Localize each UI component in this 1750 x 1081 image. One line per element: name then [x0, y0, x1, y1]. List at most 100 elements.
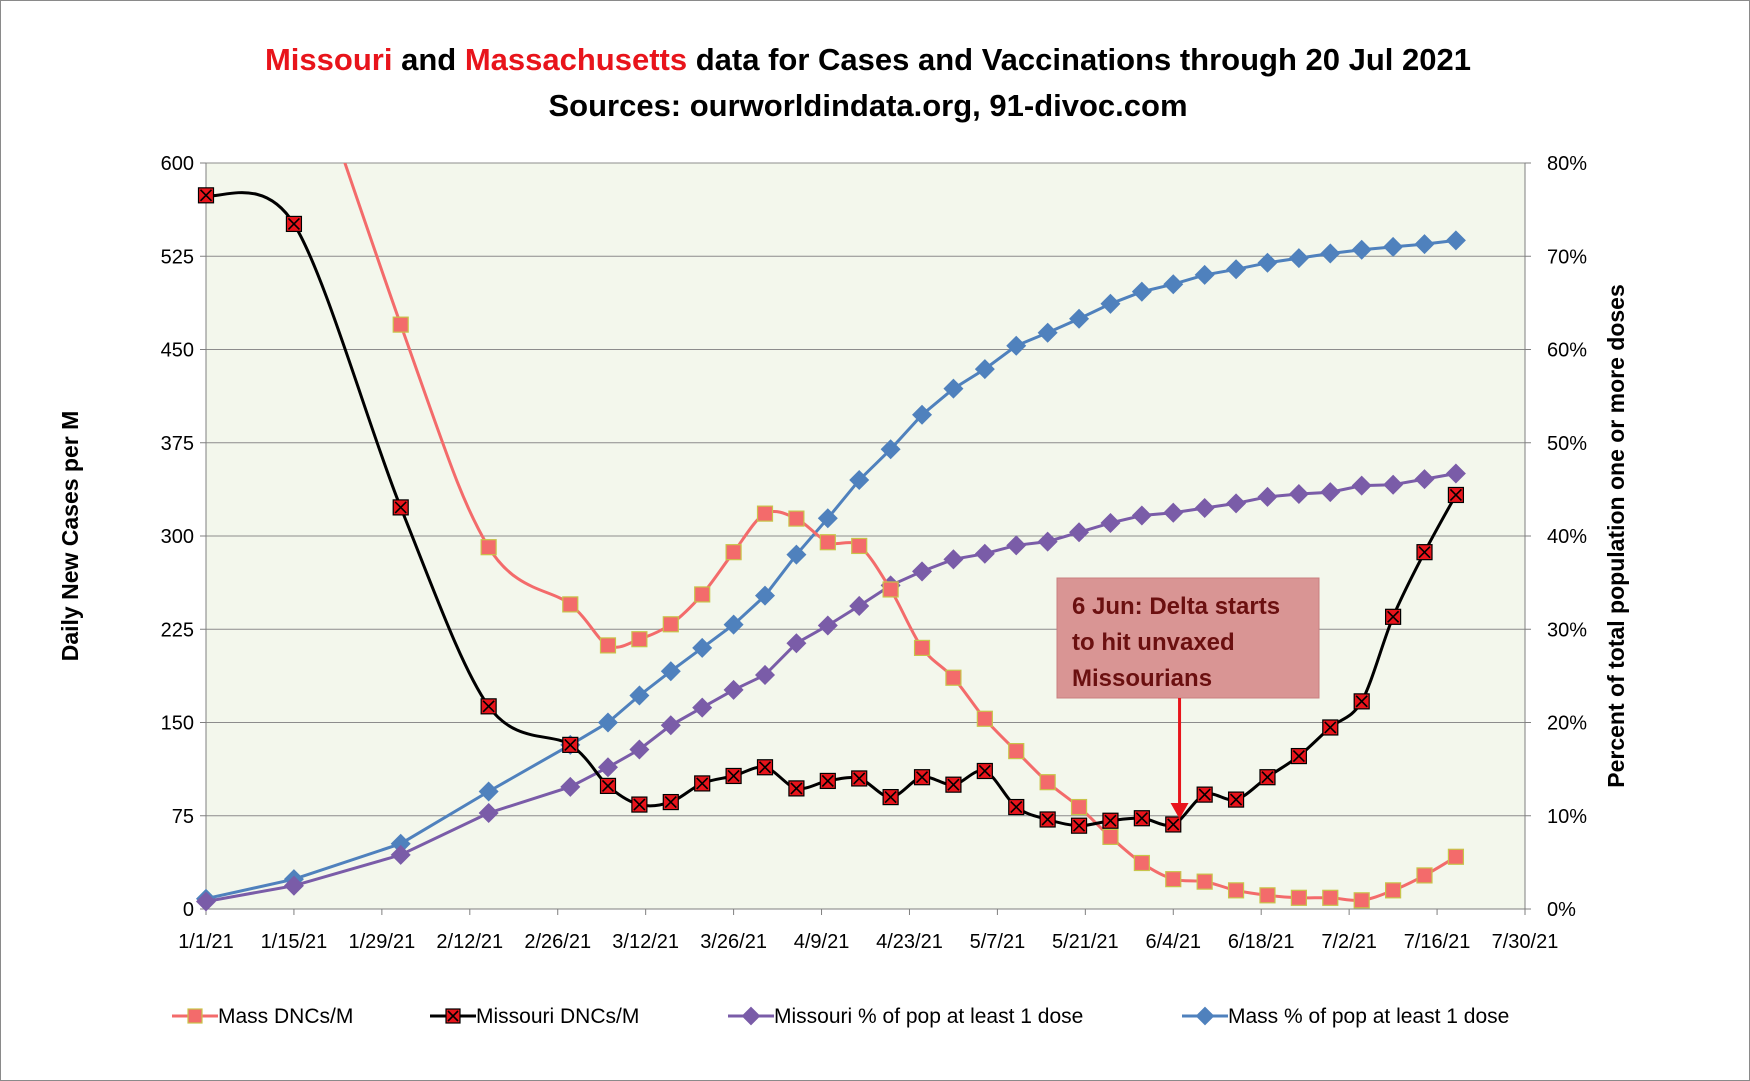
marker-cross [1418, 546, 1431, 559]
data-point [1353, 693, 1370, 710]
right-tick-label: 50% [1547, 433, 1587, 455]
marker-cross [790, 782, 803, 795]
data-point [1416, 867, 1433, 884]
data-point [974, 543, 995, 564]
data-point [1384, 608, 1402, 625]
data-point [976, 762, 993, 780]
x-tick-label: 5/7/21 [970, 931, 1026, 953]
right-tick-label: 20% [1547, 713, 1587, 735]
data-point [1384, 882, 1402, 899]
data-point [480, 698, 497, 715]
left-tick-label: 375 [161, 433, 194, 455]
data-point [560, 776, 581, 797]
x-tick-label: 1/15/21 [261, 931, 328, 953]
chart-title-line-1: Missouri and Massachusetts data for Case… [265, 42, 1471, 77]
data-point [1133, 854, 1150, 872]
data-point [1194, 264, 1215, 285]
data-point [817, 615, 838, 636]
x-tick-label: 7/2/21 [1321, 931, 1377, 953]
data-point [1383, 474, 1404, 495]
data-point [756, 505, 774, 522]
data-point [390, 844, 411, 865]
data-point [480, 539, 497, 556]
x-tick-label: 3/26/21 [700, 931, 767, 953]
data-point [599, 777, 617, 795]
data-point [849, 470, 870, 491]
data-point [660, 715, 681, 736]
data-point [786, 544, 807, 565]
data-point [788, 510, 805, 527]
marker-cross [1292, 750, 1305, 763]
marker-cross [1355, 695, 1368, 708]
data-point [1414, 234, 1435, 255]
right-tick-label: 0% [1547, 899, 1576, 921]
annotation-box [1056, 577, 1320, 699]
marker-cross [1198, 788, 1211, 801]
data-point [662, 616, 679, 633]
series-mass-of-pop-at-least-1-dose [195, 230, 1466, 909]
data-point [597, 757, 618, 778]
data-point [754, 664, 776, 685]
marker-cross [1324, 721, 1337, 734]
data-point [1037, 531, 1058, 552]
series-missouri-of-pop-at-least-1-dose [195, 463, 1466, 912]
data-point [285, 215, 303, 233]
data-point [631, 631, 648, 648]
annotation-line: to hit unvaxed [1072, 629, 1235, 656]
data-point [880, 439, 901, 460]
data-point [882, 788, 899, 806]
x-tick-label: 2/12/21 [436, 931, 503, 953]
chart-title-line-2: Sources: ourworldindata.org, 91-divoc.co… [548, 88, 1187, 123]
right-tick-label: 10% [1547, 806, 1587, 828]
data-point [1447, 486, 1465, 504]
x-tick-label: 2/26/21 [524, 931, 591, 953]
right-tick-label: 40% [1547, 526, 1587, 548]
data-point [197, 187, 215, 204]
data-point [1259, 887, 1276, 904]
marker-cross [696, 777, 709, 790]
x-tick-label: 4/23/21 [876, 931, 943, 953]
data-point [1288, 484, 1309, 505]
data-point [1069, 522, 1090, 543]
data-point [819, 534, 836, 551]
data-point [913, 769, 931, 786]
title-missouri: Missouri [265, 42, 392, 77]
title-rest: data for Cases and Vaccinations through … [696, 42, 1471, 77]
data-point [1447, 848, 1465, 865]
data-point [1290, 889, 1307, 906]
data-point [392, 499, 409, 516]
data-point [1322, 889, 1339, 906]
legend-label: Missouri % of pop at least 1 dose [774, 1005, 1083, 1028]
data-point [599, 637, 617, 654]
marker-cross [482, 700, 495, 713]
series-missouri-dncs-m [197, 187, 1465, 834]
marker-cross [1261, 771, 1274, 784]
data-point [1133, 810, 1150, 827]
data-point [692, 637, 713, 658]
marker-cross [884, 791, 897, 804]
data-point [1257, 252, 1278, 273]
right-tick-label: 80% [1547, 153, 1587, 175]
legend-item: Missouri % of pop at least 1 dose [728, 1005, 1083, 1028]
data-point [945, 776, 962, 793]
data-point [1100, 293, 1121, 314]
marker-cross [199, 189, 213, 202]
legend-label: Mass DNCs/M [218, 1005, 353, 1028]
data-point [912, 404, 933, 425]
data-point [631, 796, 648, 813]
x-tick-label: 7/16/21 [1404, 931, 1471, 953]
data-point [1037, 322, 1058, 343]
marker-cross [1230, 793, 1243, 806]
marker-cross [915, 771, 929, 784]
marker-cross [633, 798, 646, 811]
data-point [1322, 719, 1339, 736]
data-point [1227, 791, 1245, 808]
data-point [1006, 535, 1027, 556]
data-point [283, 875, 304, 896]
x-tick-label: 4/9/21 [794, 931, 850, 953]
marker-cross [1167, 818, 1180, 831]
data-point [597, 712, 618, 733]
legend-marker [741, 1006, 761, 1026]
left-tick-label: 225 [161, 619, 194, 641]
data-point [943, 549, 964, 570]
